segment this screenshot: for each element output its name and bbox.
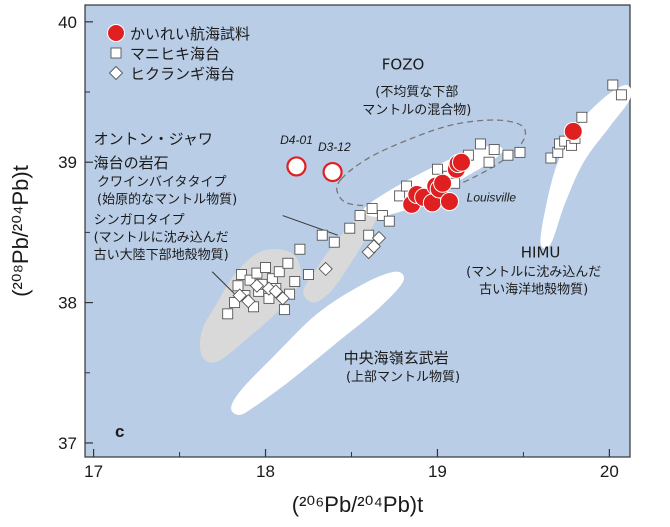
- field-kwaimbaita: [303, 211, 378, 303]
- annotation-4-line-0: シンガロタイプ: [94, 213, 185, 228]
- hikurangi-point-6: [318, 261, 333, 277]
- annotation-6-line-0: HIMU: [521, 244, 561, 262]
- manihiki-point-40: [545, 152, 557, 164]
- annotation-7-line-1: 古い海洋地殻物質): [479, 282, 588, 297]
- field-morb: [231, 271, 404, 415]
- manihiki-point-5: [244, 274, 256, 286]
- manihiki-point-47: [607, 79, 619, 91]
- manihiki-point-10: [260, 262, 271, 273]
- annotation-2-line-0: オントン・ジャワ: [94, 130, 213, 148]
- legend-label-1: マニヒキ海台: [130, 45, 220, 63]
- y-tick-label-0: 37: [58, 434, 77, 453]
- manihiki-point-20: [303, 269, 314, 280]
- manihiki-point-7: [251, 267, 263, 279]
- annotation-3-line-0: クワインバイタタイプ: [97, 175, 226, 190]
- point-label-0: D4-01: [280, 133, 313, 147]
- manihiki-point-48: [615, 89, 627, 101]
- manihiki-point-2: [232, 280, 244, 292]
- hikurangi-point-0: [232, 288, 247, 303]
- field-fozo: [336, 119, 527, 207]
- hikurangi-point-4: [268, 284, 283, 299]
- x-tick-label-0: 17: [84, 462, 103, 481]
- axes: 17 18 19 20 37 38 39 40: [58, 13, 619, 481]
- manihiki-point-19: [294, 243, 306, 255]
- annotation-2-line-1: 海台の岩石: [94, 154, 169, 172]
- manihiki-point-18: [282, 257, 294, 269]
- field-himu: [540, 84, 632, 249]
- manihiki-point-36: [483, 156, 495, 168]
- point-label-1: D3-12: [318, 140, 351, 154]
- kaireii-point-6: [433, 173, 453, 193]
- legend-label-0: かいれい航海試料: [130, 25, 250, 43]
- hikurangi-point-2: [249, 278, 265, 293]
- y-tick-label-3: 40: [58, 13, 77, 32]
- x-axis-title: (²⁰⁶Pb/²⁰⁴Pb)t: [292, 492, 424, 517]
- manihiki-point-31: [431, 163, 443, 175]
- kaireii-open-point-1: [322, 161, 343, 183]
- annotation-4-line-1: (マントルに沈み込んだ: [94, 231, 229, 246]
- manihiki-point-35: [474, 138, 486, 150]
- manihiki-point-24: [354, 210, 366, 222]
- kaireii-open-point-0: [286, 156, 307, 177]
- manihiki-point-38: [502, 149, 514, 161]
- manihiki-point-39: [514, 146, 526, 158]
- legend-marker-0: [107, 24, 125, 42]
- x-tick-label-2: 19: [428, 462, 447, 481]
- manihiki-point-15: [278, 304, 290, 316]
- annotation-1-line-1: マントルの混合物): [362, 103, 471, 118]
- manihiki-point-29: [394, 190, 406, 202]
- x-tick-label-3: 20: [600, 462, 619, 481]
- leader-line-1: [211, 271, 237, 296]
- annotation-3-line-1: (始原的なマントル物質): [97, 192, 237, 208]
- manihiki-point-3: [236, 269, 247, 280]
- manihiki-point-23: [344, 222, 356, 234]
- y-axis-title: (²⁰⁸Pb/²⁰⁴Pb)t: [8, 165, 33, 297]
- annotation-4-line-2: 古い大陸下部地殻物質): [94, 247, 229, 263]
- annotation-5-line-0: Louisville: [467, 191, 517, 205]
- kaireii-point-7: [439, 192, 459, 212]
- manihiki-point-21: [316, 229, 328, 241]
- y-tick-label-2: 39: [58, 153, 77, 172]
- annotation-8-line-0: 中央海嶺玄武岩: [344, 349, 449, 367]
- manihiki-point-1: [229, 297, 241, 309]
- data-points: [222, 79, 627, 320]
- x-tick-label-1: 18: [256, 462, 275, 481]
- manihiki-point-0: [222, 308, 234, 320]
- manihiki-point-37: [488, 144, 500, 156]
- annotation-9-line-0: (上部マントル物質): [346, 370, 460, 385]
- hikurangi-point-9: [371, 230, 387, 246]
- annotation-7-line-0: (マントルに沈み込んだ: [466, 265, 601, 280]
- hikurangi-point-3: [261, 281, 277, 296]
- manihiki-point-17: [289, 276, 301, 287]
- manihiki-point-46: [576, 111, 588, 123]
- manihiki-point-30: [401, 180, 412, 192]
- annotation-0-line-0: FOZO: [382, 56, 425, 74]
- y-tick-label-1: 38: [58, 294, 77, 313]
- manihiki-point-22: [328, 236, 340, 248]
- leader-line-0: [282, 215, 338, 236]
- panel-label: c: [115, 422, 124, 441]
- legend-label-2: ヒクランギ海台: [130, 65, 235, 83]
- leader-lines: [211, 215, 338, 296]
- hikurangi-point-5: [275, 291, 290, 306]
- manihiki-point-25: [363, 229, 375, 241]
- legend-marker-1: [110, 47, 122, 59]
- manihiki-point-28: [383, 215, 395, 227]
- kaireii-point-10: [452, 152, 472, 172]
- hikurangi-point-1: [241, 294, 256, 309]
- manihiki-point-14: [273, 266, 285, 278]
- manihiki-point-26: [366, 203, 378, 214]
- manihiki-point-27: [376, 210, 388, 222]
- legend-marker-2: [108, 65, 124, 81]
- kaireii-point-11: [563, 121, 583, 141]
- annotation-1-line-0: (不均質な下部: [375, 85, 458, 100]
